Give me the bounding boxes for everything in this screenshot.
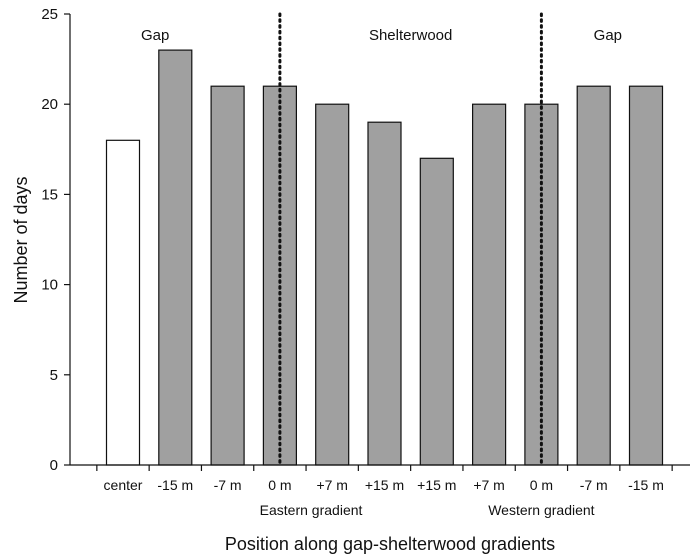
y-tick-label-15: 15 — [41, 186, 58, 203]
y-tick-label-20: 20 — [41, 96, 58, 113]
bar-6 — [367, 121, 402, 466]
group-label-2: Western gradient — [488, 502, 594, 518]
x-tick-label-4: 0 m — [268, 477, 291, 493]
bar-10 — [576, 85, 611, 466]
axes-layer — [64, 12, 690, 471]
x-axis-title: Position along gap-shelterwood gradients — [225, 534, 555, 554]
x-tick-label-2: -15 m — [157, 477, 193, 493]
y-tick-label-10: 10 — [41, 277, 58, 294]
y-tick-label-5: 5 — [50, 367, 58, 384]
region-label-1: Gap — [141, 27, 169, 44]
x-tick-label-1: center — [104, 477, 143, 493]
bar-7 — [419, 157, 454, 466]
x-tick-label-7: +15 m — [417, 477, 456, 493]
x-tick-label-9: 0 m — [530, 477, 553, 493]
region-label-2: Shelterwood — [369, 27, 452, 44]
y-axis-title: Number of days — [11, 176, 31, 303]
x-tick-label-5: +7 m — [316, 477, 348, 493]
y-tick-label-25: 25 — [41, 6, 58, 23]
bar-3 — [210, 85, 245, 466]
bar-5 — [315, 103, 350, 466]
bar-11 — [628, 85, 664, 466]
bars-layer — [105, 49, 664, 466]
y-tick-label-0: 0 — [50, 457, 58, 474]
bar-2 — [158, 49, 193, 466]
labels-layer: 0 5 10 15 20 25 center -15 m -7 m 0 m +7 m +15 m +15… — [41, 6, 664, 518]
x-tick-label-11: -15 m — [628, 477, 664, 493]
x-tick-label-10: -7 m — [580, 477, 608, 493]
group-label-1: Eastern gradient — [260, 502, 363, 518]
bar-1 — [105, 139, 141, 466]
region-label-3: Gap — [594, 27, 622, 44]
x-tick-label-6: +15 m — [365, 477, 404, 493]
x-tick-label-3: -7 m — [214, 477, 242, 493]
bar-8 — [472, 103, 507, 466]
x-tick-label-8: +7 m — [473, 477, 505, 493]
